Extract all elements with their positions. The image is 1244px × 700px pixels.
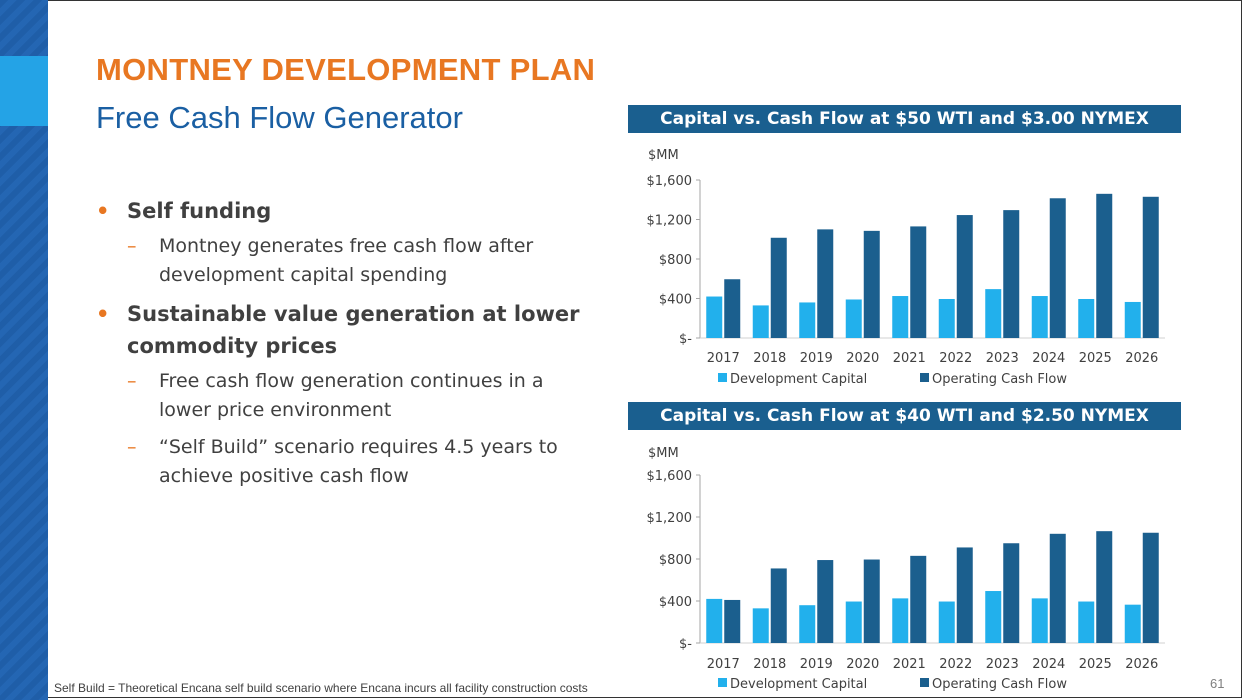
legend-label: Development Capital [730,677,867,692]
bar-operating-cash-flow [1049,533,1066,643]
bar-operating-cash-flow [1003,210,1020,338]
legend-label: Development Capital [730,372,867,387]
bar-operating-cash-flow [863,559,880,643]
sub-bullet-self-build: “Self Build” scenario requires 4.5 years… [96,433,586,491]
bullet-self-funding: Self funding [96,195,586,227]
bar-development-capital [985,289,1002,338]
y-tick-label: $800 [659,253,692,268]
bar-development-capital [892,296,909,338]
bar-operating-cash-flow [1142,532,1159,643]
x-tick-label: 2017 [707,657,740,672]
bar-operating-cash-flow [817,229,834,338]
bar-operating-cash-flow [910,226,927,338]
legend-swatch [718,678,727,687]
x-tick-label: 2023 [986,657,1019,672]
y-tick-label: $1,600 [647,469,693,484]
x-tick-label: 2024 [1032,351,1065,366]
bar-development-capital [938,298,955,338]
legend-swatch [920,373,929,382]
x-tick-label: 2025 [1079,351,1112,366]
y-unit-label: $MM [648,446,679,461]
y-tick-label: $- [679,332,692,347]
bar-development-capital [845,299,862,338]
bar-development-capital [1124,301,1141,338]
x-tick-label: 2021 [893,657,926,672]
slide-subtitle: Free Cash Flow Generator [96,100,463,135]
x-tick-label: 2022 [939,351,972,366]
y-tick-label: $1,200 [647,214,693,229]
x-tick-label: 2026 [1125,351,1158,366]
x-tick-label: 2018 [753,351,786,366]
bar-operating-cash-flow [956,215,973,338]
bar-operating-cash-flow [724,599,741,643]
bar-development-capital [845,601,862,643]
chart-2-title: Capital vs. Cash Flow at $40 WTI and $2.… [628,402,1181,430]
x-tick-label: 2022 [939,657,972,672]
x-tick-label: 2018 [753,657,786,672]
bar-development-capital [1078,298,1095,338]
x-tick-label: 2019 [800,657,833,672]
y-tick-label: $1,200 [647,511,693,526]
bar-operating-cash-flow [770,237,787,338]
bar-operating-cash-flow [863,230,880,338]
slide-title: MONTNEY DEVELOPMENT PLAN [96,52,596,87]
bar-operating-cash-flow [1003,543,1020,643]
bar-development-capital [706,598,723,643]
y-tick-label: $- [679,637,692,652]
y-tick-label: $1,600 [647,174,693,189]
y-tick-label: $800 [659,553,692,568]
y-tick-label: $400 [659,293,692,308]
y-unit-label: $MM [648,148,679,163]
bar-operating-cash-flow [1142,196,1159,338]
bar-development-capital [1124,604,1141,643]
y-tick-label: $400 [659,595,692,610]
x-tick-label: 2024 [1032,657,1065,672]
x-tick-label: 2020 [846,657,879,672]
bar-operating-cash-flow [770,568,787,643]
bar-development-capital [706,296,723,338]
bar-development-capital [799,605,816,643]
bar-development-capital [752,608,769,643]
bar-development-capital [985,591,1002,643]
x-tick-label: 2017 [707,351,740,366]
bar-development-capital [1031,296,1048,338]
legend-swatch [920,678,929,687]
chart-40-wti: $MM $- $400 $800 $1,200 $1,600 2017 2018 2019 202… [647,446,1165,692]
x-tick-label: 2025 [1079,657,1112,672]
bullet-sustainable-value: Sustainable value generation at lower co… [96,298,586,362]
bar-development-capital [892,598,909,643]
bar-development-capital [1078,601,1095,643]
sub-bullet-lower-price: Free cash flow generation continues in a… [96,367,586,425]
page-number: 61 [1210,676,1225,691]
footnote: Self Build = Theoretical Encana self bui… [54,681,588,695]
bar-operating-cash-flow [1096,193,1113,338]
bar-operating-cash-flow [956,547,973,643]
legend-label: Operating Cash Flow [932,372,1067,387]
x-tick-label: 2020 [846,351,879,366]
x-tick-label: 2019 [800,351,833,366]
bar-development-capital [799,302,816,338]
bar-operating-cash-flow [910,555,927,643]
bar-operating-cash-flow [817,560,834,643]
x-tick-label: 2023 [986,351,1019,366]
x-tick-label: 2021 [893,351,926,366]
chart-1-title: Capital vs. Cash Flow at $50 WTI and $3.… [628,105,1181,133]
side-accent-block [0,56,48,126]
bar-operating-cash-flow [724,279,741,338]
bar-development-capital [752,305,769,338]
chart-50-wti: $MM $- $400 $800 $1,200 $1,600 2017 2018 2019 202… [647,148,1165,387]
x-tick-label: 2026 [1125,657,1158,672]
bar-operating-cash-flow [1096,531,1113,643]
sub-bullet-free-cash-flow: Montney generates free cash flow after d… [96,232,586,290]
bar-development-capital [938,601,955,643]
bar-development-capital [1031,598,1048,643]
bullet-list: Self funding Montney generates free cash… [96,195,586,499]
legend-swatch [718,373,727,382]
legend-label: Operating Cash Flow [932,677,1067,692]
bar-operating-cash-flow [1049,198,1066,338]
